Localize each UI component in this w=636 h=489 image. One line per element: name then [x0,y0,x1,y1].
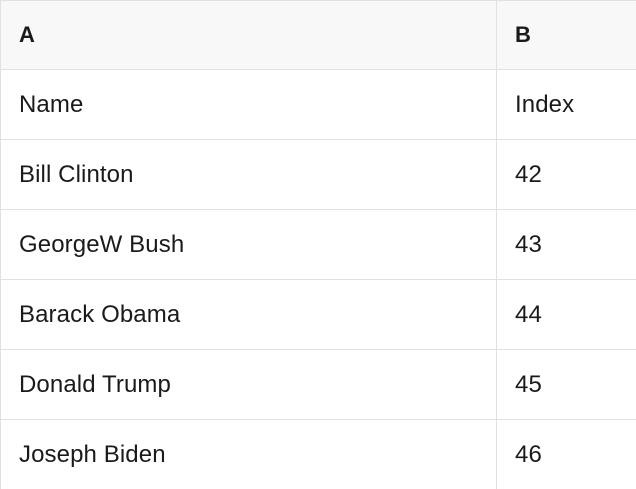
table-row: Barack Obama 44 [1,280,636,350]
cell-name[interactable]: GeorgeW Bush [1,210,497,279]
cell-name[interactable]: Barack Obama [1,280,497,349]
cell-name[interactable]: Joseph Biden [1,420,497,489]
column-header-b[interactable]: B [515,22,531,47]
cell-index[interactable]: 44 [515,300,542,328]
table-row: Bill Clinton 42 [1,140,636,210]
cell-name[interactable]: Name [1,70,497,139]
header-row: A B [1,1,636,70]
cell-index[interactable]: 42 [515,160,542,188]
table-row: Joseph Biden 46 [1,420,636,489]
cell-index[interactable]: Index [515,90,575,118]
cell-index[interactable]: 43 [515,230,542,258]
cell-index[interactable]: 45 [515,370,542,398]
table-row: GeorgeW Bush 43 [1,210,636,280]
cell-index[interactable]: 46 [515,441,542,468]
cell-name[interactable]: Donald Trump [1,350,497,419]
column-header-a[interactable]: A [1,1,497,69]
table-row: Donald Trump 45 [1,350,636,420]
cell-name[interactable]: Bill Clinton [1,140,497,209]
table-row: Name Index [1,70,636,140]
